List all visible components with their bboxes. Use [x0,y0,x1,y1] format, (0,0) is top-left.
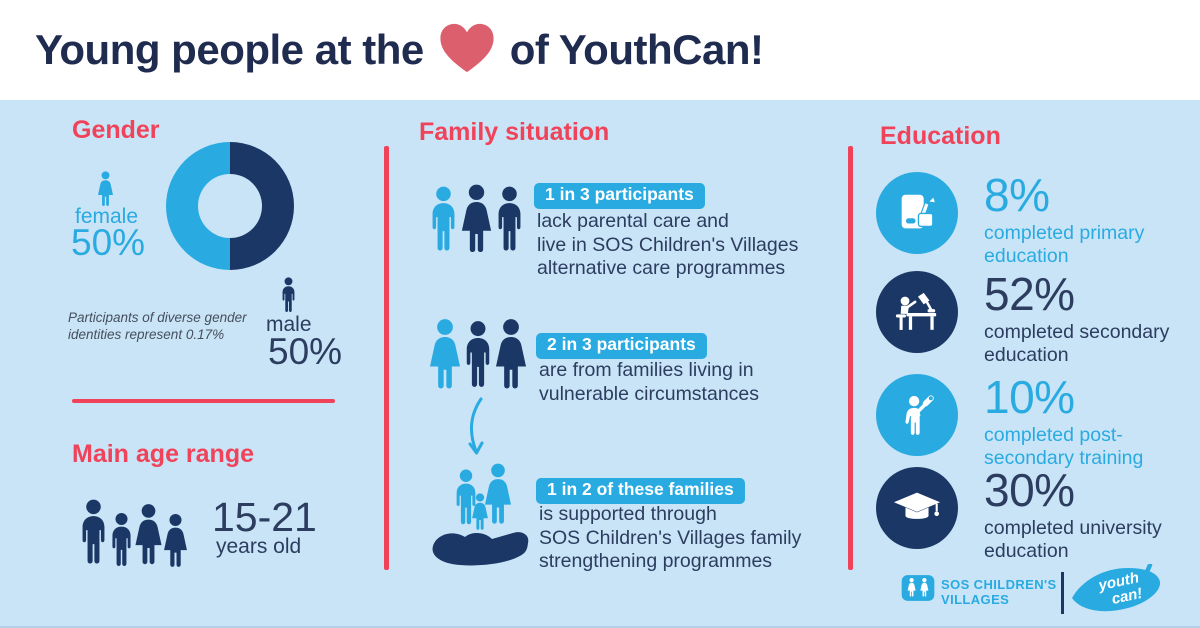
arrow-down-icon [468,397,484,455]
boy-icon [492,184,527,258]
education-item-post-secondary: 10% completed post- secondary training [876,374,1143,470]
study-desk-icon [876,271,958,353]
female-label: female [75,205,139,228]
post-secondary-percentage: 10% [984,371,1075,423]
education-heading: Education [880,122,1001,150]
education-accent-line [848,146,853,570]
sos-logo-icon [901,575,935,601]
male-percentage: 50% [268,331,343,372]
age-range-unit: years old [216,535,302,558]
primary-label: completed primary education [984,221,1145,267]
woman-icon [492,317,530,396]
secondary-label: completed secondary education [984,320,1170,366]
page-title: Young people at the of YouthCan! [35,23,764,75]
family-item2-highlight-badge: 2 in 3 participants [536,333,707,359]
heart-icon [440,23,494,73]
age-group-icon [76,494,190,574]
family-item1-text: lack parental care and live in SOS Child… [537,210,799,279]
family-in-hand-icon [432,463,529,566]
gender-donut-chart [166,142,294,270]
header: Young people at the of YouthCan! [0,0,1200,100]
diverse-gender-note: Participants of diverse gender identitie… [68,310,247,342]
footer-divider [1061,572,1064,614]
family-item3-text: is supported through SOS Children's Vill… [539,503,802,572]
man-icon [460,317,496,396]
post-secondary-label: completed post- secondary training [984,423,1144,469]
secondary-percentage: 52% [984,268,1075,320]
family-item1-highlight-badge: 1 in 3 participants [534,183,705,209]
male-label: male [266,313,312,336]
age-range-value: 15-21 [212,494,317,540]
family-item3-highlight-badge: 1 in 2 of these families [536,478,745,504]
age-heading: Main age range [72,440,254,468]
bottom-edge [0,626,1200,628]
family-accent-line [384,146,389,570]
education-item-university: 30% completed university education [876,467,1162,563]
family-item1-figures-icon [426,184,527,258]
family-item2-figures-icon [426,317,530,396]
girl-icon [458,184,495,258]
family-item2-text: are from families living in vulnerable c… [539,359,760,405]
org-name: SOS CHILDREN'S VILLAGES [941,577,1057,607]
education-item-secondary: 52% completed secondary education [876,271,1169,367]
man-icon [76,494,111,574]
woman-highlight-icon [426,317,464,396]
title-text-left: Young people at the [35,26,424,73]
primary-percentage: 8% [984,169,1050,221]
notebook-icon [876,172,958,254]
section-divider-line [72,399,335,403]
university-label: completed university education [984,516,1162,562]
female-percentage: 50% [71,222,146,263]
youthcan-text-line2: can! [1110,585,1144,608]
female-icon [94,171,117,209]
boy-highlight-icon [426,184,461,258]
gender-heading: Gender [72,116,160,144]
male-icon [279,277,298,315]
graduation-cap-icon [876,467,958,549]
vocational-training-icon [876,374,958,456]
family-heading: Family situation [419,118,610,146]
education-item-primary: 8% completed primary education [876,172,1144,268]
title-text-right: of YouthCan! [509,26,764,73]
girl-icon [161,511,190,574]
university-percentage: 30% [984,464,1075,516]
youthcan-logo: youth can! [1072,564,1161,612]
